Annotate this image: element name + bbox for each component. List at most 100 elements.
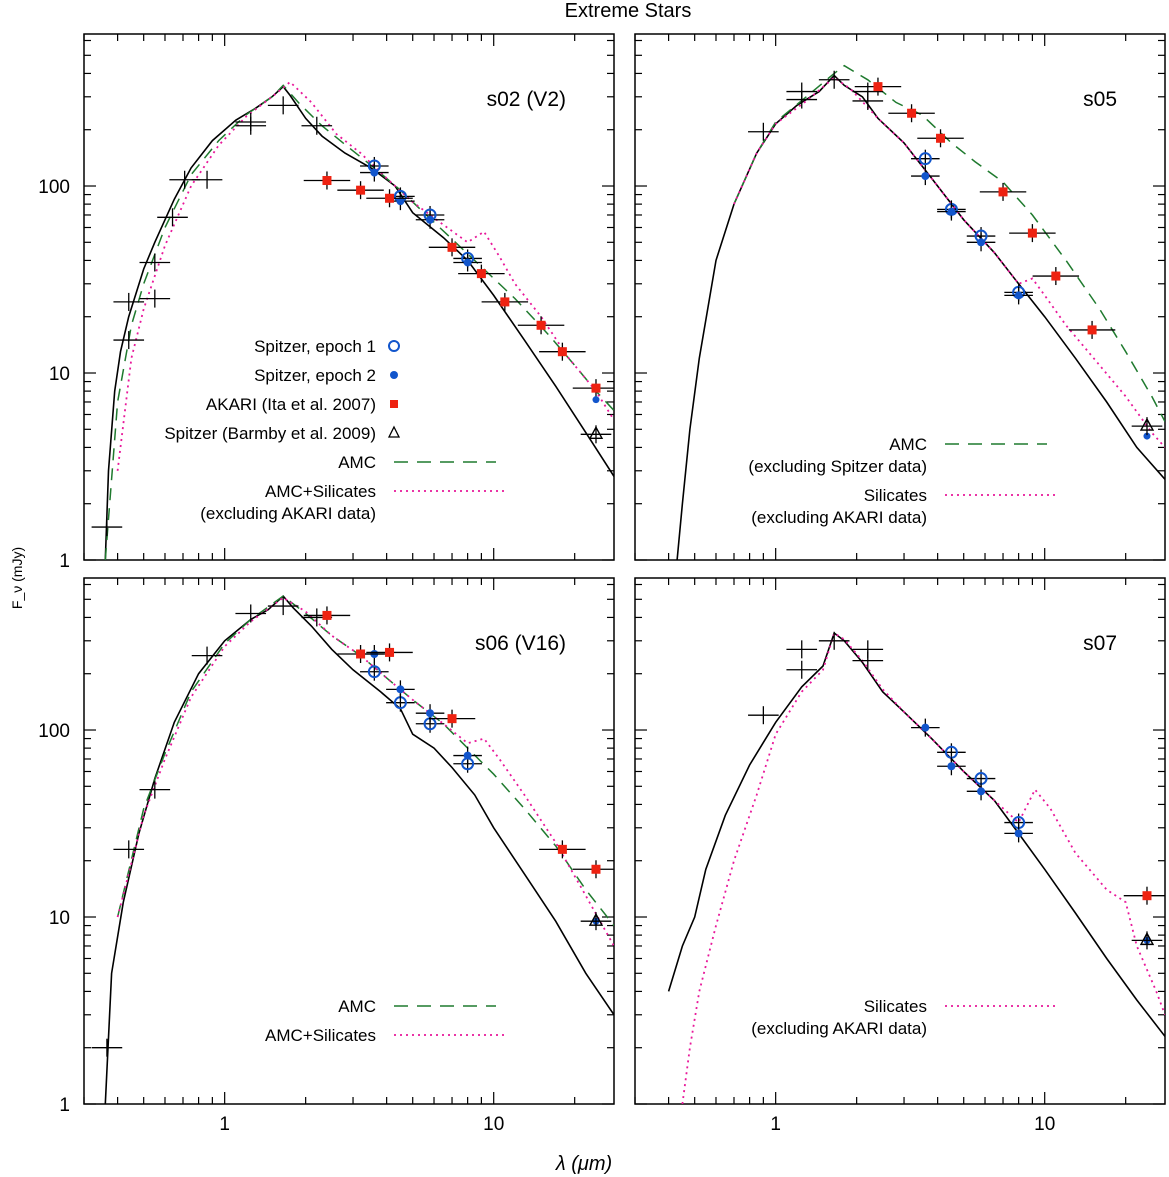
model-curve (104, 594, 614, 1104)
x-tick-label: 10 (483, 1114, 504, 1135)
legend-label: Spitzer, epoch 2 (254, 366, 376, 385)
panel-title: s05 (1083, 88, 1117, 111)
spitzer-epoch2-point (396, 197, 405, 206)
akari-point (591, 864, 601, 874)
spitzer-epoch2-point (426, 215, 435, 224)
spitzer-epoch2-point (1014, 291, 1023, 300)
panel-frame (634, 33, 1166, 561)
figure-title: Extreme Stars (565, 0, 692, 22)
spitzer-epoch2-point (396, 685, 405, 694)
barmby-point (588, 912, 604, 926)
spitzer-epoch2-point (426, 709, 435, 718)
barmby-point (588, 425, 604, 440)
panel-s05: s05 AMC (excluding Spitzer data) Silicates (… (634, 33, 1166, 561)
silicates-curve (116, 80, 614, 471)
akari-point (447, 714, 457, 724)
legend-label: Spitzer, epoch 1 (254, 337, 376, 356)
panel-plot-area (676, 64, 1165, 560)
legend: AMC (excluding Spitzer data) Silicates (exc… (748, 435, 1057, 527)
akari-point (936, 133, 946, 143)
y-tick-label: 100 (38, 721, 70, 742)
akari-point (1027, 228, 1037, 238)
legend-label: (excluding AKARI data) (751, 508, 927, 527)
akari-point (907, 108, 917, 118)
panel-title: s07 (1083, 632, 1117, 655)
panel-frame (83, 33, 615, 561)
spitzer-epoch2-point (463, 751, 472, 760)
panel-frame (83, 577, 615, 1105)
akari-point (591, 383, 601, 393)
legend-label: (excluding AKARI data) (751, 1019, 927, 1038)
panel-plot-area (667, 631, 1165, 1104)
spitzer-24um-point (1143, 432, 1151, 440)
silicates-curve (681, 631, 1165, 1104)
spitzer-epoch2-point (463, 258, 472, 267)
panel-title: s06 (V16) (475, 632, 566, 655)
spitzer-epoch2-point (947, 207, 956, 216)
akari-point (557, 844, 567, 854)
amc-curve (733, 64, 1165, 422)
panel-plot-area (91, 594, 614, 1104)
legend: Spitzer, epoch 1 Spitzer, epoch 2 AKARI (I… (164, 337, 506, 523)
akari-point (500, 297, 510, 307)
panel-frame (634, 577, 1166, 1105)
model-curve (667, 631, 1165, 1037)
y-tick-label: 1 (59, 1095, 70, 1116)
akari-point (385, 193, 395, 203)
akari-point (873, 82, 883, 92)
legend-label: AMC (889, 435, 927, 454)
akari-point (322, 176, 332, 186)
panel-title: s02 (V2) (487, 88, 566, 111)
legend-marker (390, 400, 398, 408)
barmby-point (1139, 931, 1155, 946)
spitzer-epoch2-point (947, 762, 956, 771)
akari-point (998, 187, 1008, 197)
akari-point (356, 185, 366, 195)
legend-label: AMC (338, 997, 376, 1016)
akari-point (557, 347, 567, 357)
legend-label: AMC+Silicates (265, 1026, 376, 1045)
legend-label: AMC (338, 453, 376, 472)
legend: Silicates (excluding AKARI data) (751, 997, 1057, 1038)
akari-point (447, 242, 457, 252)
spitzer-epoch2-point (977, 787, 986, 796)
x-tick-label: 10 (1034, 1114, 1055, 1135)
legend-label: AKARI (Ita et al. 2007) (206, 395, 376, 414)
spitzer-epoch1-point (367, 665, 381, 679)
akari-point (1142, 891, 1152, 901)
x-tick-label: 1 (770, 1114, 781, 1135)
akari-point (536, 320, 546, 330)
legend-label: AMC+Silicates (265, 482, 376, 501)
spitzer-epoch2-point (1014, 829, 1023, 838)
akari-point (1051, 271, 1061, 281)
y-tick-label: 100 (38, 177, 70, 198)
spitzer-epoch2-point (921, 723, 930, 732)
akari-point (1087, 325, 1097, 335)
spitzer-epoch2-point (977, 238, 986, 247)
legend-label: (excluding Spitzer data) (748, 457, 927, 476)
legend-label: Silicates (864, 997, 927, 1016)
akari-point (385, 647, 395, 657)
panel-s07: 1 10 s07 Silicates (excluding AKARI data) (634, 577, 1166, 1135)
akari-point (476, 269, 486, 279)
y-axis-label: F_ν (mJy) (9, 547, 25, 609)
legend-marker (390, 371, 398, 379)
akari-point (322, 610, 332, 620)
panel-plot-area (91, 80, 614, 560)
spitzer-epoch2-point (921, 172, 930, 181)
legend-label: (excluding AKARI data) (200, 504, 376, 523)
spitzer-24um-point (592, 396, 600, 404)
legend-marker (388, 340, 400, 352)
y-tick-label: 10 (49, 908, 70, 929)
spitzer-epoch2-point (370, 168, 379, 177)
x-tick-label: 1 (219, 1114, 230, 1135)
y-tick-label: 1 (59, 551, 70, 572)
legend: AMC AMC+Silicates (265, 997, 506, 1045)
barmby-point (1139, 417, 1155, 431)
akari-point (356, 649, 366, 659)
y-tick-label: 10 (49, 364, 70, 385)
spitzer-epoch1-point (918, 152, 932, 166)
legend-label: Spitzer (Barmby et al. 2009) (164, 424, 376, 443)
